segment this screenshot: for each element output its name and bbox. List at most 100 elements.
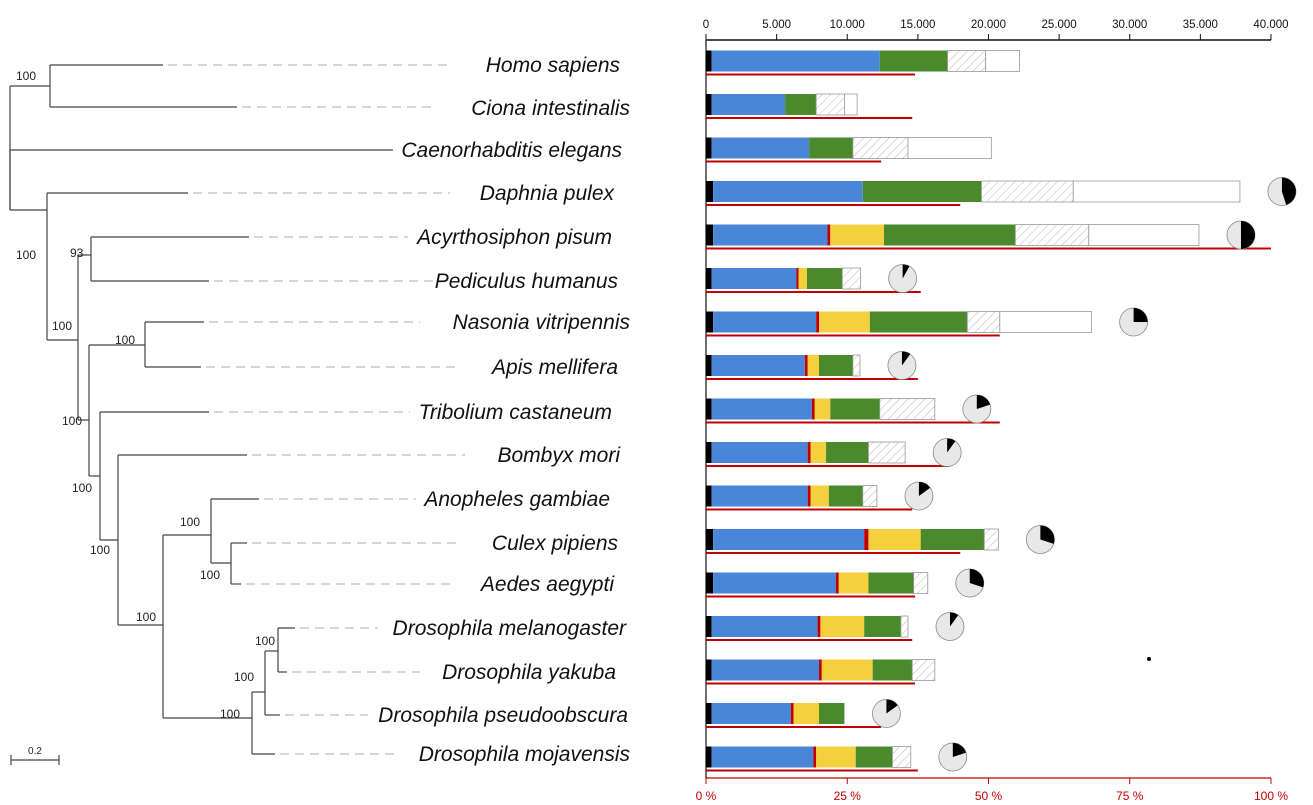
red-segment — [807, 442, 811, 463]
blue-segment — [713, 224, 828, 246]
yellow-segment — [820, 616, 865, 637]
top-axis-tick-label: 10.000 — [830, 19, 865, 31]
red-segment — [817, 616, 821, 637]
species-label: Culex pipiens — [492, 532, 619, 555]
hatched-segment — [892, 746, 912, 768]
stray-dot — [1147, 657, 1151, 661]
hatched-segment — [1014, 224, 1090, 246]
blue-segment — [711, 485, 808, 507]
yellow-segment — [819, 311, 870, 333]
red-segment — [864, 529, 869, 550]
green-segment — [826, 442, 869, 463]
species-label: Drosophila pseudoobscura — [378, 704, 628, 727]
hatched-segment — [900, 615, 909, 638]
species-label: Homo sapiens — [486, 54, 621, 77]
blue-segment — [713, 529, 865, 550]
blue-segment — [711, 703, 791, 724]
bootstrap-label: 100 — [220, 707, 240, 721]
bottom-axis-tick-label: 50 % — [975, 789, 1003, 803]
yellow-segment — [814, 398, 831, 420]
species-label: Anopheles gambiae — [422, 488, 610, 511]
hatched-segment — [947, 50, 987, 72]
pie-slice — [976, 395, 991, 409]
phylogenetic-tree — [9, 64, 393, 755]
white-segment — [907, 137, 992, 159]
yellow-segment — [793, 703, 819, 724]
green-segment — [883, 224, 1016, 246]
bootstrap-values: 100 100 93 100 100 100 100 100 100 100 1… — [16, 69, 275, 721]
scale-bar-label: 0.2 — [28, 746, 42, 757]
species-label: Bombyx mori — [497, 444, 621, 467]
green-segment — [819, 703, 845, 724]
yellow-segment — [838, 572, 869, 594]
white-segment — [1072, 180, 1241, 203]
scale-bar: 0.2 — [10, 746, 60, 765]
species-label: Aedes aegypti — [479, 573, 615, 596]
green-segment — [879, 50, 948, 72]
hatched-segment — [815, 93, 845, 116]
bottom-axis-tick-label: 75 % — [1116, 789, 1144, 803]
hatched-segment — [852, 354, 861, 377]
bar-row — [706, 220, 1271, 250]
red-segment — [827, 224, 831, 246]
blue-segment — [711, 442, 808, 463]
blue-segment — [711, 268, 797, 289]
blue-segment — [713, 572, 836, 594]
black-segment — [706, 268, 712, 289]
white-segment — [1088, 224, 1200, 246]
bar-row — [706, 438, 962, 467]
bar-row — [706, 699, 901, 728]
white-segment — [844, 93, 858, 116]
white-segment — [999, 311, 1093, 333]
species-label: Daphnia pulex — [480, 182, 616, 205]
black-segment — [706, 529, 714, 550]
black-segment — [706, 442, 712, 463]
pie-slice — [901, 351, 911, 366]
yellow-segment — [868, 529, 921, 550]
bar-row — [706, 264, 921, 293]
pie-slice — [886, 699, 898, 714]
blue-segment — [713, 181, 863, 202]
species-label: Tribolium castaneum — [419, 401, 612, 424]
hatched-segment — [981, 180, 1074, 203]
bar-row — [706, 50, 1020, 76]
green-segment — [862, 181, 982, 202]
bar-row — [706, 93, 913, 119]
black-segment — [706, 181, 714, 202]
yellow-segment — [798, 268, 807, 289]
green-segment — [819, 355, 853, 376]
red-segment — [804, 355, 808, 376]
yellow-segment — [810, 442, 827, 463]
red-segment — [811, 398, 815, 420]
black-segment — [706, 703, 712, 724]
hatched-segment — [852, 137, 909, 159]
top-axis-tick-label: 15.000 — [900, 19, 935, 31]
bottom-axis-tick-label: 0 % — [696, 789, 717, 803]
green-segment — [869, 311, 968, 333]
hatched-segment — [983, 528, 999, 551]
black-segment — [706, 137, 712, 159]
blue-segment — [711, 398, 812, 420]
top-axis-tick-label: 40.000 — [1253, 19, 1288, 31]
bootstrap-label: 100 — [16, 248, 36, 262]
top-axis-tick-label: 0 — [703, 19, 709, 31]
green-segment — [855, 746, 893, 768]
blue-segment — [711, 746, 814, 768]
blue-segment — [711, 137, 810, 159]
top-axis-tick-label: 30.000 — [1112, 19, 1147, 31]
bar-row — [706, 525, 1055, 554]
pie-slice — [969, 569, 984, 588]
bar-row — [706, 351, 918, 380]
white-segment — [985, 50, 1020, 72]
bar-row — [706, 137, 992, 163]
hatched-segment — [868, 441, 906, 464]
black-segment — [706, 355, 712, 376]
bootstrap-label: 100 — [62, 414, 82, 428]
species-label: Nasonia vitripennis — [453, 311, 631, 334]
green-segment — [864, 616, 901, 637]
red-segment — [816, 311, 819, 333]
bootstrap-label: 100 — [90, 543, 110, 557]
hatched-segment — [841, 267, 862, 290]
hatched-segment — [862, 485, 878, 507]
